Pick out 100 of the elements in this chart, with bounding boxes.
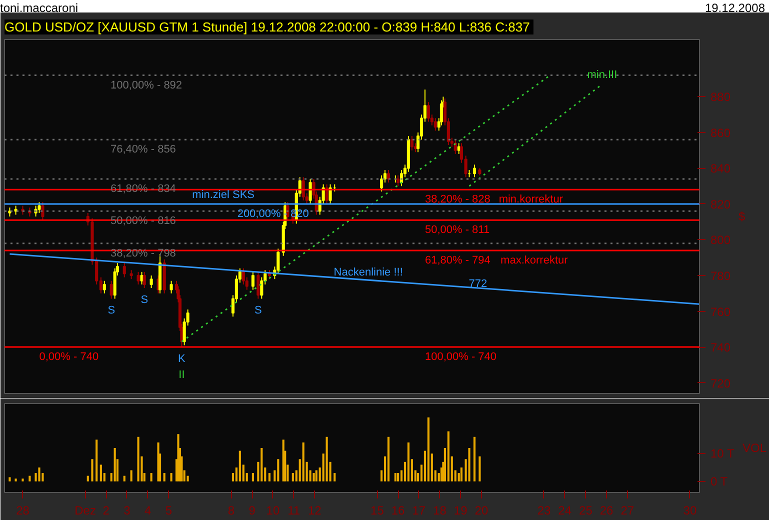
- annotation: 38,20% - 828: [424, 194, 490, 206]
- candlestick: [38, 202, 41, 214]
- x-tick-label: 24: [558, 504, 572, 518]
- bar: [447, 431, 450, 482]
- x-tick-label: 17: [412, 504, 426, 518]
- bar: [478, 456, 481, 482]
- candlestick: [302, 176, 305, 201]
- bar: [100, 464, 102, 482]
- chart-title: GOLD USD/OZ [XAUUSD GTM 1 Stunde] 19.12.2008 22:00:00 - O:839 H:840 L:836 C:837: [4, 20, 530, 34]
- bar: [260, 448, 263, 482]
- bar: [150, 473, 152, 482]
- x-tick-label: 2: [102, 504, 110, 518]
- bar: [334, 473, 336, 482]
- annotation: S: [108, 304, 116, 317]
- x-tick-label: 19: [454, 504, 468, 518]
- x-tick-label: 5: [165, 504, 172, 518]
- x-tick-label: 28: [16, 504, 30, 518]
- bar: [427, 417, 430, 482]
- bar: [86, 476, 89, 482]
- annotation: K: [178, 353, 186, 366]
- annotation: S: [140, 294, 148, 306]
- bar: [292, 473, 294, 482]
- x-tick-label: 3: [124, 504, 131, 518]
- candlestick: [150, 275, 153, 289]
- candlestick: [328, 184, 332, 204]
- y-tick-label: 720: [710, 376, 731, 390]
- y-tick-label: 0 T: [710, 474, 728, 488]
- candlestick: [286, 202, 290, 221]
- bar: [268, 473, 271, 482]
- y-tick-label: 820: [710, 197, 731, 212]
- bar: [302, 442, 304, 482]
- bar: [407, 442, 410, 482]
- bar: [91, 459, 94, 482]
- annotation: 61,80% - 794: [424, 254, 490, 266]
- bar: [315, 470, 318, 482]
- bar: [96, 440, 98, 482]
- y-axis-title: $: [738, 210, 746, 224]
- annotation: II: [178, 369, 185, 382]
- candlestick: [426, 102, 430, 122]
- candlestick: [41, 202, 44, 221]
- y-tick-label: 780: [710, 269, 731, 283]
- bar: [397, 473, 400, 482]
- bar: [130, 470, 132, 482]
- x-tick-label: Dez: [74, 504, 96, 518]
- bar: [163, 473, 166, 482]
- bar: [22, 478, 24, 482]
- candlestick: [102, 280, 106, 294]
- candlestick: [454, 139, 457, 154]
- annotation: 0,00% - 740: [39, 351, 99, 364]
- y-tick-label: 880: [710, 90, 731, 104]
- bar: [38, 467, 40, 482]
- annotation: 50,00% - 811: [424, 224, 490, 236]
- annotation: 76,40% - 856: [110, 144, 176, 156]
- bar: [468, 448, 470, 482]
- annotation: S: [254, 304, 262, 317]
- x-tick-label: 16: [391, 504, 406, 518]
- bar: [326, 436, 328, 482]
- x-tick-label: 20: [474, 504, 488, 518]
- x-tick-label: 10: [266, 504, 280, 518]
- annotation: max.korrektur: [500, 254, 568, 266]
- candlestick: [142, 271, 146, 289]
- bar: [238, 450, 241, 482]
- x-tick-label: 15: [370, 504, 384, 518]
- x-tick-label: 9: [248, 504, 256, 518]
- candlestick: [472, 164, 476, 178]
- bar: [170, 473, 172, 482]
- x-tick-label: 8: [228, 504, 235, 518]
- bar: [8, 477, 11, 482]
- x-tick-label: 4: [144, 504, 152, 518]
- candlestick: [170, 280, 173, 294]
- y-tick-label: 800: [710, 233, 731, 248]
- candlestick: [308, 178, 312, 204]
- annotation: min.korrektur: [498, 194, 564, 206]
- text: toni.maccaroni: [0, 1, 78, 15]
- bar: [123, 476, 126, 482]
- candlestick: [251, 271, 255, 290]
- bar: [394, 473, 396, 482]
- bar: [14, 478, 17, 482]
- y-tick-label: 760: [710, 304, 731, 319]
- x-tick-label: 27: [620, 504, 634, 518]
- annotation: 100,00% - 740: [424, 351, 497, 364]
- bar: [177, 434, 180, 482]
- bar: [114, 448, 116, 482]
- bar: [137, 436, 140, 482]
- y-tick-label: 840: [710, 162, 731, 176]
- x-tick-label: 25: [579, 504, 593, 518]
- bar: [252, 473, 254, 482]
- candlestick: [256, 271, 260, 300]
- y-tick-label: 860: [710, 126, 731, 140]
- x-tick-label: 18: [433, 504, 447, 518]
- candlestick: [396, 174, 400, 187]
- x-tick-label: 26: [600, 504, 614, 518]
- y-tick-label: 740: [710, 340, 731, 355]
- series-label: Nackenlinie !!!: [334, 266, 403, 279]
- x-tick-label: 23: [537, 504, 551, 518]
- bar: [277, 459, 280, 482]
- ref-line-label: min.ziel SKS: [192, 188, 255, 201]
- annotation: 100,00% - 892: [110, 79, 182, 92]
- x-tick-label: 30: [683, 504, 697, 518]
- bar: [387, 436, 390, 482]
